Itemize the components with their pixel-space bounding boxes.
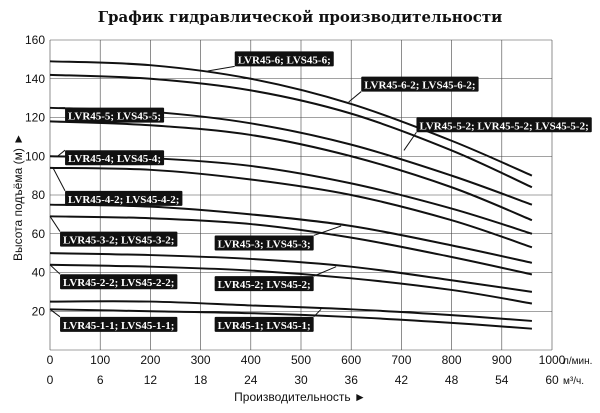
y-tick-label: 60 (32, 227, 46, 241)
curve-label: LVR45-6-2; LVS45-6-2; (348, 76, 479, 103)
label-leader-line (207, 65, 235, 72)
label-leader-line (313, 266, 337, 277)
y-tick-label: 160 (25, 33, 45, 47)
curve-label-text: LVR45-5-2; LVR45-5-2; LVS45-5-2; (419, 120, 588, 132)
axis-ticks: 0 100 200 300 400 500 600 700 800 900 1000 0 6 12 18 24… (25, 33, 566, 387)
performance-curve (49, 166, 533, 249)
y-axis-label: Высота подъёма (м) ► (11, 133, 25, 261)
curve-label-text: LVR45-3; LVS45-3; (218, 238, 311, 250)
x2-tick-label: 12 (144, 373, 158, 387)
label-leader-line (313, 225, 342, 236)
x-unit-volume: м³/ч. (563, 376, 584, 387)
x2-tick-label: 6 (97, 373, 104, 387)
curve-label-text: LVR45-1; LVS45-1; (218, 320, 311, 332)
x-tick-label: 700 (391, 353, 411, 367)
label-box (65, 190, 183, 206)
x2-tick-label: 0 (47, 373, 54, 387)
curve-label-text: LVR45-6; LVS45-6; (238, 54, 331, 66)
x2-tick-label: 54 (495, 373, 509, 387)
label-leader-line (348, 91, 362, 103)
label-leader-line (49, 308, 61, 318)
x-tick-label: 200 (140, 353, 160, 367)
x-tick-label: 600 (341, 353, 361, 367)
label-box (65, 150, 165, 166)
performance-curve (49, 308, 532, 330)
curve-label-text: LVR45-2-2; LVS45-2-2; (63, 277, 174, 289)
label-box (214, 235, 314, 251)
x-axis-label: Производительность ► (234, 390, 366, 404)
x2-tick-label: 42 (395, 373, 409, 387)
label-box (60, 316, 178, 332)
y-tick-label: 120 (25, 111, 45, 125)
curve-label: LVR45-2; LVS45-2; (214, 266, 337, 292)
label-leader-line (52, 167, 66, 192)
curve-label-text: LVR45-5; LVS45-5; (68, 111, 161, 123)
x2-tick-label: 48 (445, 373, 459, 387)
performance-curve (49, 215, 533, 276)
performance-curve (49, 263, 533, 305)
x-tick-label: 100 (90, 353, 110, 367)
performance-curve (49, 73, 533, 189)
curve-labels: LVR45-6; LVS45-6; LVR45-6-2; LVS45-6-2; LV… (49, 51, 592, 332)
curve-label: LVR45-3; LVS45-3; (214, 225, 342, 251)
curve-label: LVR45-6; LVS45-6; (207, 51, 334, 72)
performance-curve (49, 252, 533, 293)
x-tick-label: 800 (442, 353, 462, 367)
curve-label: LVR45-3-2; LVS45-3-2; (49, 216, 178, 247)
y-tick-label: 20 (32, 304, 46, 318)
label-leader-line (313, 308, 322, 318)
x-tick-label: 300 (191, 353, 211, 367)
curve-label: LVR45-1; LVS45-1; (214, 308, 322, 332)
curves (49, 60, 533, 330)
x-tick-label: 500 (291, 353, 311, 367)
x-unit-flow: л/мин. (563, 356, 592, 367)
y-tick-label: 140 (25, 72, 45, 86)
label-box (214, 276, 314, 292)
curve-label: LVR45-5-2; LVR45-5-2; LVS45-5-2; (403, 117, 592, 151)
curve-label-text: LVR45-4-2; LVS45-4-2; (68, 194, 179, 206)
label-leader-line (49, 264, 61, 275)
x-tick-label: 1000 (539, 353, 566, 367)
curve-label-text: LVR45-1-1; LVS45-1-1; (63, 320, 174, 332)
label-box (234, 51, 334, 67)
curve-label-text: LVR45-4; LVS45-4; (68, 153, 161, 165)
x-tick-label: 400 (241, 353, 261, 367)
label-box (60, 231, 178, 247)
curve-label-text: LVR45-2; LVS45-2; (218, 279, 311, 291)
label-leader-line (403, 131, 417, 151)
y-tick-label: 80 (32, 188, 46, 202)
performance-curve (49, 60, 533, 177)
curve-label: LVR45-5; LVS45-5; (59, 107, 165, 123)
x2-tick-label: 30 (294, 373, 308, 387)
label-box (416, 117, 592, 133)
x-tick-label: 900 (492, 353, 512, 367)
x2-tick-label: 24 (244, 373, 258, 387)
x2-tick-label: 60 (545, 373, 559, 387)
performance-curve (49, 203, 533, 264)
x2-tick-label: 36 (345, 373, 359, 387)
chart-title: График гидравлической производительности (98, 8, 503, 26)
curve-label: LVR45-4-2; LVS45-4-2; (52, 167, 183, 206)
x2-tick-label: 18 (194, 373, 208, 387)
curve-label: LVR45-1-1; LVS45-1-1; (49, 308, 178, 332)
performance-curve (49, 120, 533, 222)
y-tick-label: 40 (32, 266, 46, 280)
performance-curve (49, 300, 532, 322)
label-box (60, 274, 178, 290)
label-leader-line (49, 216, 61, 232)
label-box (361, 76, 479, 92)
label-leader-line (57, 149, 66, 157)
label-box (214, 316, 314, 332)
y-tick-label: 100 (25, 149, 45, 163)
curve-label: LVR45-4; LVS45-4; (57, 149, 165, 166)
label-box (65, 107, 165, 123)
curve-label-text: LVR45-3-2; LVS45-3-2; (63, 235, 174, 247)
curve-label: LVR45-2-2; LVS45-2-2; (49, 264, 178, 290)
x-tick-label: 0 (47, 353, 54, 367)
grid (49, 39, 553, 351)
curve-label-text: LVR45-6-2; LVS45-6-2; (364, 80, 475, 92)
